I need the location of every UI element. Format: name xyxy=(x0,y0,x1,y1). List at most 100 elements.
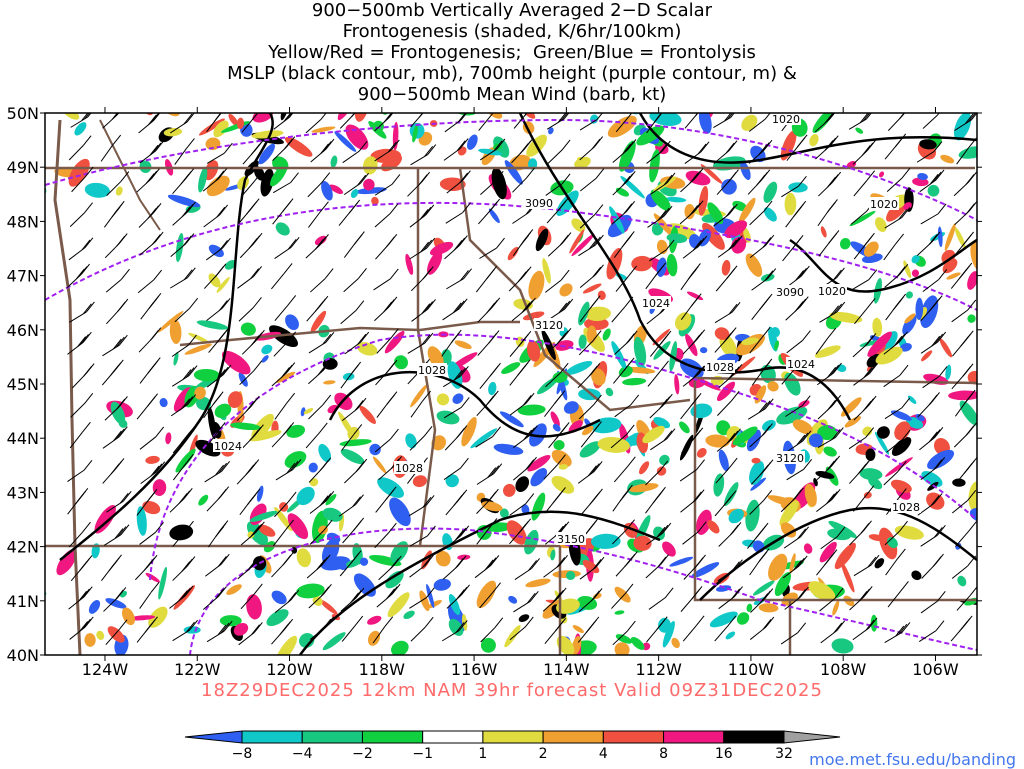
wind-barb xyxy=(103,524,130,546)
shading-cell xyxy=(123,77,135,102)
wind-barb xyxy=(410,113,424,128)
wind-barb xyxy=(548,327,572,353)
wind-barb xyxy=(953,171,977,197)
wind-barb xyxy=(648,587,674,610)
shading-cell xyxy=(891,437,912,456)
wind-barb xyxy=(204,422,226,449)
wind-barb xyxy=(543,554,568,578)
wind-barb xyxy=(206,620,233,643)
shading-cell xyxy=(322,632,346,651)
wind-barb xyxy=(69,421,91,449)
shading-cell xyxy=(809,133,819,147)
wind-barb xyxy=(747,522,769,549)
shading-cell xyxy=(862,426,873,436)
wind-barb xyxy=(475,426,501,448)
shading-cell xyxy=(284,451,307,469)
shading-cell xyxy=(839,237,851,250)
wind-barb xyxy=(410,144,437,166)
wind-barb xyxy=(786,430,812,453)
wind-barb xyxy=(509,616,534,641)
shading-cell xyxy=(551,449,572,467)
shading-cell xyxy=(967,271,977,290)
shading-cell xyxy=(493,443,524,455)
shading-cell xyxy=(665,196,687,203)
wind-barb xyxy=(922,366,948,389)
wind-barb xyxy=(307,172,331,198)
wind-barb xyxy=(170,233,195,257)
credit-link[interactable]: moe.met.fsu.edu/banding xyxy=(809,750,1016,769)
shading-cell xyxy=(571,218,586,233)
shading-cell xyxy=(578,334,587,349)
wind-barb xyxy=(919,426,944,451)
svg-text:1028: 1028 xyxy=(892,501,920,514)
shading-cell xyxy=(707,202,724,225)
shading-cell xyxy=(687,291,704,301)
wind-barb xyxy=(577,616,600,643)
svg-text:1028: 1028 xyxy=(706,361,734,374)
colorbar-box xyxy=(482,730,544,744)
border-wy-ut xyxy=(693,378,792,655)
shading-cell xyxy=(550,549,556,561)
shading-cell xyxy=(927,184,940,197)
svg-text:1028: 1028 xyxy=(418,364,446,377)
shading-cell xyxy=(863,241,879,257)
shading-cell xyxy=(553,440,565,451)
wind-barb xyxy=(138,327,162,353)
wind-barb xyxy=(310,138,335,163)
shading-cell xyxy=(716,420,731,436)
wind-barb xyxy=(717,390,740,416)
mslp-label: 1024 xyxy=(641,296,671,310)
wind-barb xyxy=(682,235,708,259)
shading-cell xyxy=(323,380,336,385)
wind-barb xyxy=(374,139,400,162)
shading-cell xyxy=(276,371,296,383)
shading-cell xyxy=(915,297,924,321)
wind-barb xyxy=(780,487,804,513)
wind-barb xyxy=(139,140,165,164)
shading-cell xyxy=(728,508,744,524)
shading-cell xyxy=(311,126,336,133)
shading-cell xyxy=(915,413,925,422)
shading-cell xyxy=(412,124,419,143)
wind-barb xyxy=(509,518,532,545)
wind-barb xyxy=(442,298,468,321)
shading-cell xyxy=(461,416,477,447)
wind-barb xyxy=(242,138,265,165)
lon-label: 124W xyxy=(82,660,129,679)
wind-barb xyxy=(849,586,873,611)
shading-cell xyxy=(666,253,678,277)
shading-cell xyxy=(656,466,667,476)
wind-barb xyxy=(579,556,605,580)
wind-barb xyxy=(135,554,158,581)
wind-barb xyxy=(544,487,566,514)
wind-barb xyxy=(274,236,300,259)
shading-cell xyxy=(107,626,125,643)
colorbar-box xyxy=(422,730,484,744)
shading-cell xyxy=(508,595,518,604)
wind-barb xyxy=(718,586,743,610)
wind-barb xyxy=(237,555,262,580)
shading-cell xyxy=(719,334,737,358)
shading-cell xyxy=(919,139,937,150)
shading-cell xyxy=(894,525,924,540)
wind-barb xyxy=(682,615,705,642)
shading-cell xyxy=(167,194,201,208)
wind-barb xyxy=(853,170,876,197)
shading-cell xyxy=(321,181,333,201)
wind-barb xyxy=(615,551,638,577)
shading-cell xyxy=(650,189,671,211)
shading-cell xyxy=(745,253,763,277)
shading-cell xyxy=(940,154,955,164)
shading-cell xyxy=(674,312,692,331)
shading-cell xyxy=(618,365,633,378)
mslp-label: 1020 xyxy=(869,197,899,211)
shading-cell xyxy=(688,377,706,389)
shading-cell xyxy=(780,522,797,538)
shading-cell xyxy=(541,86,546,95)
wind-barb xyxy=(749,200,773,226)
map-title: 900−500mb Vertically Averaged 2−D Scalar… xyxy=(0,0,1024,105)
wind-barb xyxy=(716,169,739,195)
shading-cell xyxy=(377,477,404,498)
shading-cell xyxy=(356,342,378,356)
shading-cell xyxy=(937,226,943,248)
